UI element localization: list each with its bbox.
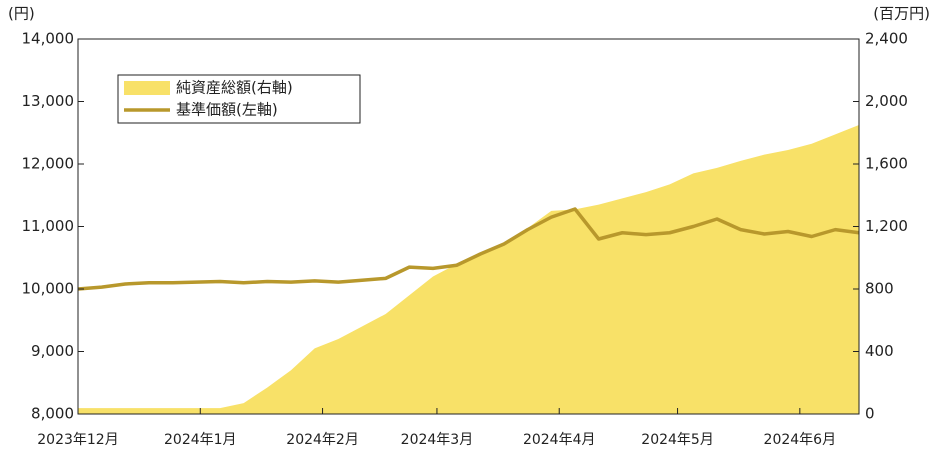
y2-tick-label: 0 [865, 405, 875, 423]
y-tick-label: 12,000 [22, 155, 75, 173]
area [78, 124, 859, 414]
x-tick-label: 2024年5月 [641, 432, 714, 448]
y2-tick-label: 1,200 [865, 217, 908, 235]
x-tick-label: 2024年2月 [286, 432, 359, 448]
y2-tick-label: 800 [865, 280, 894, 298]
legend-swatch [124, 81, 170, 95]
x-tick-label: 2024年6月 [764, 432, 837, 448]
x-tick-label: 2023年12月 [37, 432, 118, 448]
y2-unit-label: (百万円) [873, 5, 930, 23]
y-tick-label: 13,000 [22, 92, 75, 110]
x-tick-label: 2024年4月 [523, 432, 596, 448]
y2-tick-label: 2,400 [865, 30, 908, 48]
legend-label: 純資産総額(右軸) [176, 79, 293, 97]
y-tick-label: 14,000 [22, 30, 75, 48]
y2-tick-label: 2,000 [865, 92, 908, 110]
y-tick-label: 10,000 [22, 280, 75, 298]
y-tick-label: 9,000 [31, 342, 74, 360]
y-tick-label: 8,000 [31, 405, 74, 423]
x-tick-label: 2024年1月 [164, 432, 237, 448]
x-tick-label: 2024年3月 [401, 432, 474, 448]
y2-tick-label: 1,600 [865, 155, 908, 173]
legend-label: 基準価額(左軸) [176, 101, 278, 119]
y-tick-label: 11,000 [22, 217, 75, 235]
y2-tick-label: 400 [865, 342, 894, 360]
line [77, 207, 860, 291]
y-unit-label: (円) [8, 5, 35, 23]
